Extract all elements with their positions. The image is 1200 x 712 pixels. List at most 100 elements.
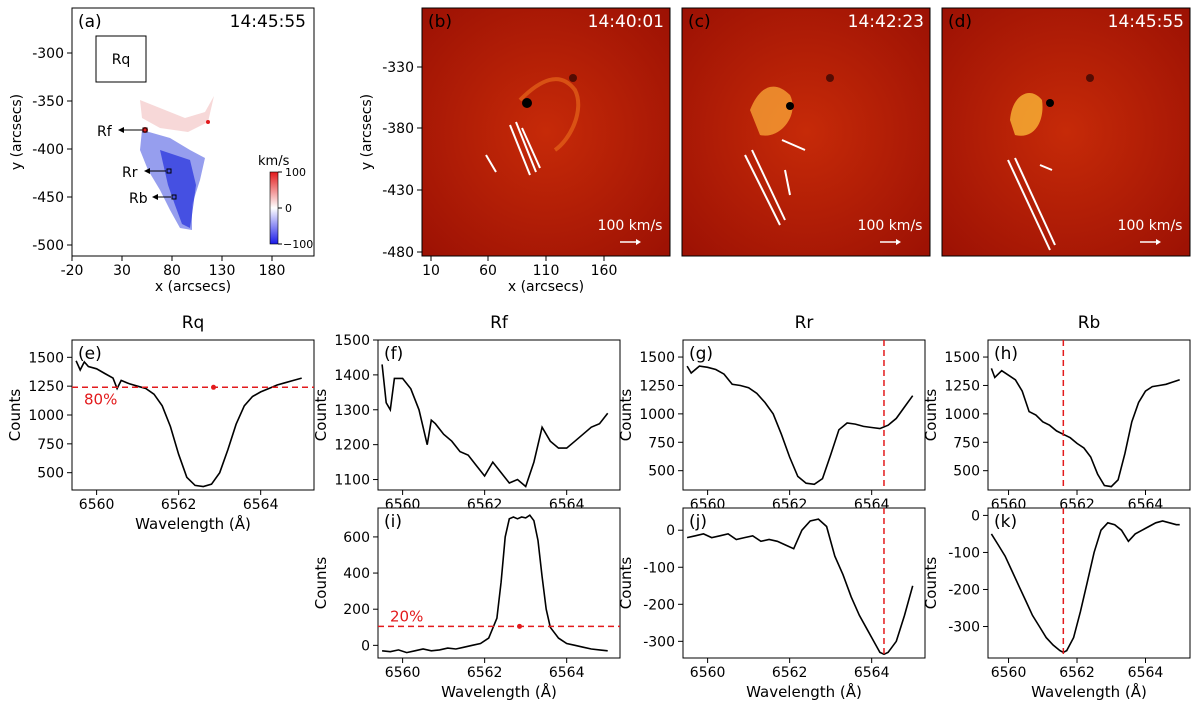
panel-b: (b) 14:40:01 100 km/s	[421, 7, 671, 257]
panel-label: (f)	[384, 344, 403, 364]
a-xtick: 180	[259, 263, 286, 279]
y-tick-label: 600	[343, 530, 370, 546]
series-line	[990, 368, 1180, 488]
panel-d-image	[941, 7, 1191, 257]
y-tick-label: 1500	[639, 350, 675, 366]
colorbar: km/s 100 0 −100	[258, 154, 313, 251]
b-xtick: 110	[533, 263, 560, 279]
x-tick-label: 6564	[549, 665, 585, 681]
y-tick-label: -200	[643, 597, 675, 613]
y-tick-label: 1500	[944, 350, 980, 366]
y-tick-label: 400	[343, 566, 370, 582]
y-tick-label: 1500	[334, 333, 370, 349]
y-tick-label: 200	[343, 602, 370, 618]
plot-k: 6560 6562 6564 0 -100 -200 -300 (k) Wavelength (…	[922, 507, 1191, 701]
b-ytick: -380	[382, 121, 414, 137]
panel-d-label: (d)	[948, 12, 972, 32]
plot-i: 6560 6562 6564 0 200 400 600 (i) Wavelength (Å) C…	[312, 507, 621, 701]
y-tick-label: 0	[666, 523, 675, 539]
plot-f: 6560 6562 656411001200130014001500(f)RfCou…	[312, 313, 621, 513]
colorbar-title: km/s	[258, 154, 290, 169]
plot-title: Rb	[1078, 313, 1101, 333]
x-tick-label: 6560	[991, 665, 1027, 681]
plot-frame	[987, 339, 1191, 491]
y-axis-label: Counts	[312, 389, 330, 442]
panel-c-time: 14:42:23	[848, 12, 924, 32]
panel-label: (j)	[689, 512, 707, 532]
x-tick-label: 6562	[161, 497, 197, 513]
region-markers: Rf Rr Rb	[97, 124, 177, 207]
y-axis-label: Counts	[617, 389, 635, 442]
x-tick-label: 6560	[79, 497, 115, 513]
series-line	[686, 518, 914, 656]
threshold-midpoint	[211, 384, 217, 390]
panel-a-label: (a)	[78, 12, 102, 32]
panel-d-velocity-arrows	[1007, 157, 1056, 251]
colorbar-tick-max: 100	[285, 166, 306, 179]
plot-frame	[682, 339, 926, 491]
panel-d-time: 14:45:55	[1108, 12, 1184, 32]
y-axis-label: Counts	[922, 389, 940, 442]
b-xtick: 160	[591, 263, 618, 279]
b-ylabel: y (arcsecs)	[359, 94, 375, 170]
rq-box	[95, 35, 147, 83]
y-tick-label: -300	[643, 634, 675, 650]
y-axis-label: Counts	[617, 557, 635, 610]
y-tick-label: 0	[361, 638, 370, 654]
a-xlabel: x (arcsecs)	[155, 279, 231, 295]
x-tick-label: 6564	[1128, 665, 1164, 681]
marker-rf-label: Rf	[97, 124, 113, 140]
b-xtick: 10	[422, 263, 440, 279]
y-tick-label: 500	[648, 464, 675, 480]
plot-e: 6560 6562 6564 500 750 1000 1250 1500 (e) Rq Wavel…	[6, 313, 315, 533]
x-tick-label: 6562	[772, 665, 808, 681]
plot-title: Rq	[182, 313, 205, 333]
panel-label: (g)	[689, 344, 713, 364]
y-tick-label: 1400	[334, 368, 370, 384]
y-tick-label: 1300	[334, 403, 370, 419]
colorbar-tick-min: −100	[283, 238, 313, 251]
panel-b-axes: 10 60 110 160 x (arcsecs) -330 -380 -430…	[359, 60, 617, 295]
panel-c-image	[681, 7, 931, 257]
y-tick-label: 500	[953, 464, 980, 480]
panel-label: (e)	[78, 344, 102, 364]
y-tick-label: 1200	[334, 438, 370, 454]
b-xlabel: x (arcsecs)	[508, 279, 584, 295]
plot-frame	[987, 507, 1191, 659]
colorbar-tick-zero: 0	[285, 202, 292, 215]
plot-j: 6560 6562 6564 0 -100 -200 -300 (j) Wavelength (…	[617, 507, 926, 701]
y-axis-label: Counts	[312, 557, 330, 610]
b-ytick: -330	[382, 60, 414, 76]
x-tick-label: 6564	[854, 665, 890, 681]
y-tick-label: 1000	[28, 408, 64, 424]
plot-title: Rf	[490, 313, 509, 333]
series-line	[382, 514, 608, 654]
panel-b-arrow-label: 100 km/s	[598, 218, 663, 234]
series-line	[686, 365, 914, 486]
a-xtick: 30	[113, 263, 131, 279]
panel-d-arrow-label: 100 km/s	[1118, 218, 1183, 234]
x-axis-label: Wavelength (Å)	[746, 682, 862, 701]
plot-frame	[71, 339, 315, 491]
series-line	[75, 360, 302, 488]
panel-label: (i)	[384, 512, 402, 532]
y-axis-label: Counts	[6, 389, 24, 442]
threshold-label: 20%	[390, 607, 423, 625]
threshold-label: 80%	[84, 390, 117, 408]
series-line	[381, 364, 609, 488]
a-ytick: -350	[32, 94, 64, 110]
marker-rb-label: Rb	[129, 191, 148, 207]
plot-frame	[377, 507, 621, 659]
a-ytick: -450	[32, 190, 64, 206]
y-tick-label: 1100	[334, 473, 370, 489]
y-tick-label: 1250	[639, 378, 675, 394]
y-tick-label: 750	[648, 435, 675, 451]
x-tick-label: 6564	[243, 497, 279, 513]
x-tick-label: 6562	[1059, 665, 1095, 681]
panel-b-velocity-arrows	[485, 121, 541, 176]
panel-c-velocity-arrows	[744, 139, 806, 226]
b-xtick: 60	[479, 263, 497, 279]
